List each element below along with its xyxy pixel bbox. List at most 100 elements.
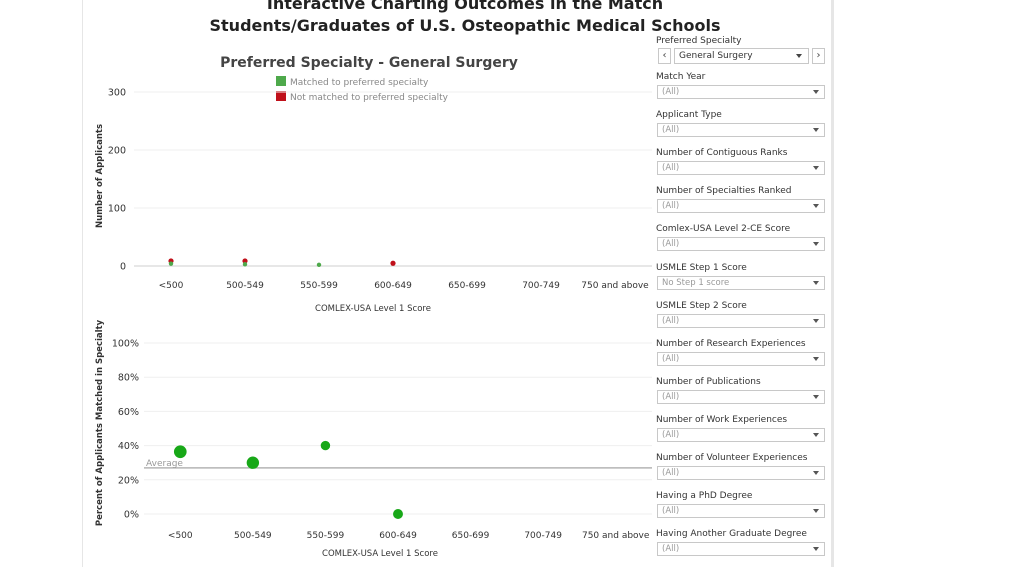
preferred-specialty-select[interactable]: General Surgery [674, 48, 809, 64]
point-percent-matched [246, 456, 260, 469]
filter-dropdown[interactable]: No Step 1 score [657, 275, 825, 290]
x-tick-label: 600-649 [374, 281, 412, 291]
filter-label: Number of Specialties Ranked [656, 186, 792, 197]
x-tick-label: 550-599 [300, 281, 338, 291]
filter-label: Number of Research Experiences [656, 338, 806, 349]
filter-label: Number of Volunteer Experiences [656, 453, 808, 463]
filter-11: Having a PhD Degree (All) [656, 491, 828, 519]
filter-7: Number of Research Experiences (All) [656, 338, 828, 366]
filter-value: (All) [662, 506, 680, 517]
y-tick-label: 0% [124, 510, 139, 521]
y-tick-label: 0 [120, 262, 126, 273]
chevron-down-icon [796, 54, 802, 58]
filter-label: Having Another Graduate Degree [656, 529, 807, 540]
x-tick-label: 750 and above [582, 531, 650, 541]
filter-dropdown[interactable]: (All) [657, 504, 825, 519]
x-tick-label: 750 and above [581, 281, 649, 291]
filter-label: Applicant Type [656, 110, 722, 121]
y-tick-label: 100% [112, 339, 139, 350]
filter-dropdown[interactable]: (All) [657, 313, 825, 328]
y-tick-label: 60% [118, 407, 139, 418]
chevron-down-icon [813, 356, 819, 361]
point-not-matched [242, 258, 248, 264]
filter-value: (All) [662, 125, 680, 136]
y-tick-label: 100 [108, 204, 126, 215]
filter-4: Comlex-USA Level 2-CE Score (All) [656, 224, 828, 252]
filter-preferred-specialty: Preferred Specialty ‹ General Surgery › [656, 36, 828, 64]
x-tick-label: 550-599 [307, 531, 345, 541]
chart-title: Preferred Specialty - General Surgery [220, 55, 518, 71]
chevron-down-icon [813, 128, 819, 133]
filter-label: Having a PhD Degree [656, 491, 753, 502]
x-axis-label: COMLEX-USA Level 1 Score [322, 549, 438, 559]
filter-value: (All) [662, 544, 680, 555]
filter-dropdown[interactable]: (All) [657, 123, 825, 138]
next-specialty-button[interactable]: › [812, 48, 825, 64]
filter-6: USMLE Step 2 Score (All) [656, 300, 828, 328]
point-matched [242, 262, 248, 267]
previous-specialty-button[interactable]: ‹ [658, 48, 671, 64]
x-tick-label: 700-749 [522, 281, 560, 291]
filter-dropdown[interactable]: (All) [657, 427, 825, 442]
y-tick-label: 40% [118, 441, 139, 452]
x-tick-label: 650-699 [448, 281, 486, 291]
filter-dropdown[interactable]: (All) [657, 237, 825, 252]
chevron-down-icon [813, 547, 819, 552]
filter-3: Number of Specialties Ranked (All) [656, 186, 828, 214]
average-label: Average [146, 459, 183, 469]
legend-label-not-matched: Not matched to preferred specialty [290, 93, 449, 103]
point-not-matched [390, 260, 396, 266]
filter-label: USMLE Step 2 Score [656, 300, 747, 311]
point-percent-matched [393, 509, 403, 519]
filter-dropdown[interactable]: (All) [657, 466, 825, 480]
filter-label: USMLE Step 1 Score [656, 262, 747, 273]
chevron-down-icon [813, 242, 819, 247]
filter-value: (All) [662, 429, 680, 440]
x-tick-label: 650-699 [452, 531, 490, 541]
point-matched [168, 261, 174, 266]
preferred-specialty-value: General Surgery [679, 51, 753, 61]
filter-dropdown[interactable]: (All) [657, 389, 825, 404]
filter-value: (All) [662, 239, 680, 250]
y-tick-label: 200 [108, 146, 126, 157]
filter-dropdown[interactable]: (All) [657, 85, 825, 99]
legend-swatch-not-matched [276, 91, 286, 101]
filter-value: No Step 1 score [662, 277, 730, 288]
chevron-down-icon [813, 280, 819, 285]
y-axis-label: Percent of Applicants Matched in Special… [95, 319, 105, 526]
filter-label: Match Year [656, 72, 706, 82]
filter-10: Number of Volunteer Experiences (All) [656, 453, 828, 480]
point-percent-matched [320, 440, 331, 451]
filter-label: Number of Contiguous Ranks [656, 148, 788, 159]
chevron-down-icon [813, 166, 819, 171]
chevron-down-icon [813, 509, 819, 514]
point-percent-matched [173, 445, 187, 459]
x-tick-label: 600-649 [379, 531, 417, 541]
charts-area: Preferred Specialty - General Surgery Mat… [95, 55, 652, 559]
x-axis-label: COMLEX-USA Level 1 Score [315, 304, 431, 314]
chevron-down-icon [813, 432, 819, 437]
filter-label: Number of Publications [656, 376, 761, 387]
filter-0: Match Year (All) [656, 72, 828, 99]
filter-value: (All) [662, 87, 680, 97]
filter-dropdown[interactable]: (All) [657, 199, 825, 214]
dashboard-frame [82, 0, 834, 567]
x-tick-label: <500 [159, 281, 184, 291]
filter-8: Number of Publications (All) [656, 376, 828, 404]
filter-value: (All) [662, 468, 680, 478]
filter-value: (All) [662, 315, 680, 326]
legend-swatch-matched [276, 76, 286, 86]
filter-value: (All) [662, 163, 680, 174]
dashboard-title: Interactive Charting Outcomes in the Mat… [266, 0, 664, 13]
filter-value: (All) [662, 353, 680, 364]
filter-value: (All) [662, 201, 680, 212]
filter-label: Number of Work Experiences [656, 414, 788, 425]
y-tick-label: 300 [108, 88, 126, 99]
filter-dropdown[interactable]: (All) [657, 542, 825, 557]
filter-5: USMLE Step 1 Score No Step 1 score [656, 262, 828, 290]
filter-dropdown[interactable]: (All) [657, 161, 825, 176]
filter-label: Comlex-USA Level 2-CE Score [656, 224, 791, 235]
filter-dropdown[interactable]: (All) [657, 351, 825, 366]
chevron-down-icon [813, 318, 819, 323]
preferred-specialty-control: ‹ General Surgery › [658, 48, 828, 64]
